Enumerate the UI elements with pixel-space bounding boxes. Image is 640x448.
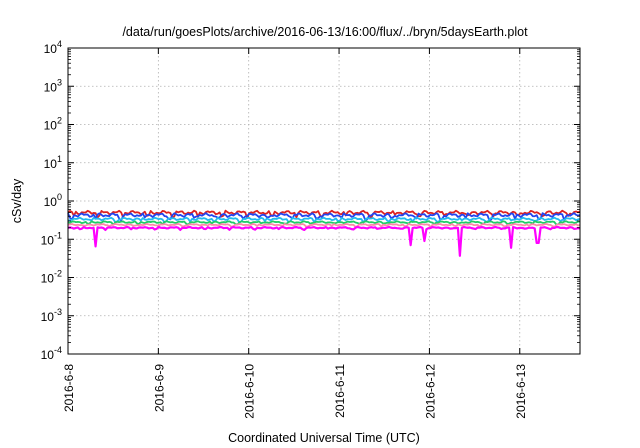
y-tick-label: 100 [44,192,62,209]
x-tick-label: 2016-6-10 [243,364,257,419]
chart-title: /data/run/goesPlots/archive/2016-06-13/1… [122,25,528,39]
y-axis-label: cSv/day [10,178,24,223]
y-tick-label: 104 [44,39,62,56]
x-tick-label: 2016-6-11 [333,364,347,418]
y-tick-label: 10-2 [41,269,62,286]
x-tick-label: 2016-6-9 [152,364,166,412]
y-tick-label: 10-3 [41,307,62,324]
y-tick-label: 103 [44,77,62,94]
series-line [67,223,581,228]
x-tick-labels: 2016-6-8 2016-6-9 2016-6-10 2016-6-11 2016-6… [62,364,528,419]
series-group [67,209,581,257]
y-tick-label: 102 [44,116,62,133]
y-tick-label: 10-1 [41,230,62,247]
ticks [67,47,580,355]
series-line [67,220,581,226]
series-line [67,216,581,224]
y-tick-labels: 10-4 10-3 10-2 10-1 100 101 102 103 104 [41,39,62,362]
x-tick-label: 2016-6-13 [514,364,528,419]
x-axis-label: Coordinated Universal Time (UTC) [228,431,420,445]
series-line [67,225,581,257]
series-line [67,212,581,222]
y-tick-label: 10-4 [41,345,62,362]
y-tick-label: 101 [44,154,62,171]
x-tick-label: 2016-6-12 [423,364,437,419]
grid [68,48,580,354]
x-tick-label: 2016-6-8 [62,364,76,412]
